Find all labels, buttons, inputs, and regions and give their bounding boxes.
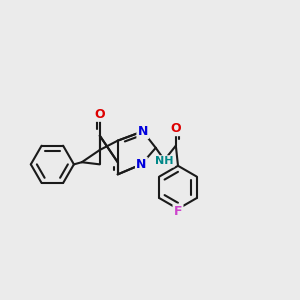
Text: N: N — [138, 125, 148, 138]
Text: NH: NH — [155, 156, 174, 166]
Text: O: O — [170, 122, 181, 135]
Text: F: F — [174, 205, 182, 218]
Text: N: N — [136, 158, 147, 171]
Text: O: O — [94, 108, 105, 121]
